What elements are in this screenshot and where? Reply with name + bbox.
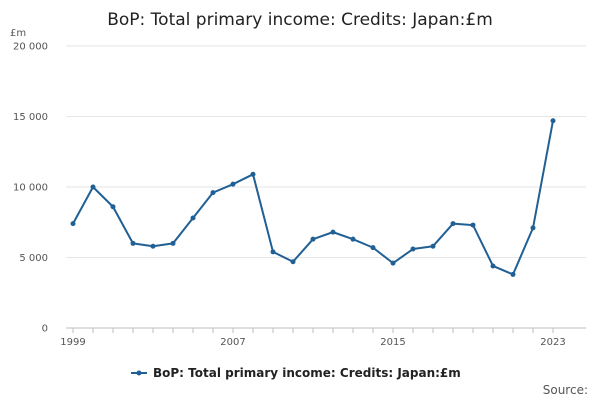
gridlines — [66, 45, 586, 258]
data-point[interactable] — [90, 184, 96, 190]
y-tick-label: 5 000 — [19, 253, 48, 264]
data-point[interactable] — [510, 271, 516, 277]
data-point[interactable] — [530, 225, 536, 231]
data-point[interactable] — [390, 260, 396, 266]
y-axis-unit-label: £m — [10, 28, 26, 39]
x-tick-label: 2023 — [540, 337, 565, 348]
data-point[interactable] — [190, 215, 196, 221]
y-tick-label: 0 — [42, 324, 48, 335]
data-point[interactable] — [370, 245, 376, 251]
series-layer — [70, 118, 556, 277]
data-point[interactable] — [130, 240, 136, 246]
data-point[interactable] — [170, 240, 176, 246]
data-point[interactable] — [330, 229, 336, 235]
data-point[interactable] — [430, 243, 436, 249]
y-tick-label: 10 000 — [13, 183, 48, 194]
source-label: Source: — [543, 383, 588, 397]
data-point[interactable] — [550, 118, 556, 124]
data-point[interactable] — [70, 221, 76, 227]
legend-label: BoP: Total primary income: Credits: Japa… — [153, 366, 461, 380]
data-point[interactable] — [350, 236, 356, 242]
data-point[interactable] — [150, 243, 156, 249]
data-point[interactable] — [490, 263, 496, 269]
data-point[interactable] — [310, 236, 316, 242]
chart-title: BoP: Total primary income: Credits: Japa… — [107, 10, 493, 30]
legend[interactable]: BoP: Total primary income: Credits: Japa… — [131, 366, 461, 380]
y-tick-label: 20 000 — [13, 42, 48, 53]
data-point[interactable] — [410, 246, 416, 252]
x-tick-label: 2015 — [380, 337, 405, 348]
x-tick-label: 1999 — [60, 337, 85, 348]
data-point[interactable] — [210, 190, 216, 196]
data-point[interactable] — [110, 204, 116, 210]
y-axis-ticks: 0 5 000 10 000 15 000 20 000 — [13, 42, 48, 335]
x-axis-ticks: 1999 2007 2015 2023 — [60, 328, 566, 348]
data-point[interactable] — [250, 171, 256, 177]
legend-marker — [136, 370, 142, 376]
series-line — [72, 120, 554, 276]
data-point[interactable] — [470, 222, 476, 228]
data-point[interactable] — [270, 249, 276, 255]
y-tick-label: 15 000 — [13, 112, 48, 123]
data-point[interactable] — [230, 181, 236, 187]
data-point[interactable] — [290, 259, 296, 265]
data-point[interactable] — [450, 221, 456, 227]
x-tick-label: 2007 — [220, 337, 245, 348]
